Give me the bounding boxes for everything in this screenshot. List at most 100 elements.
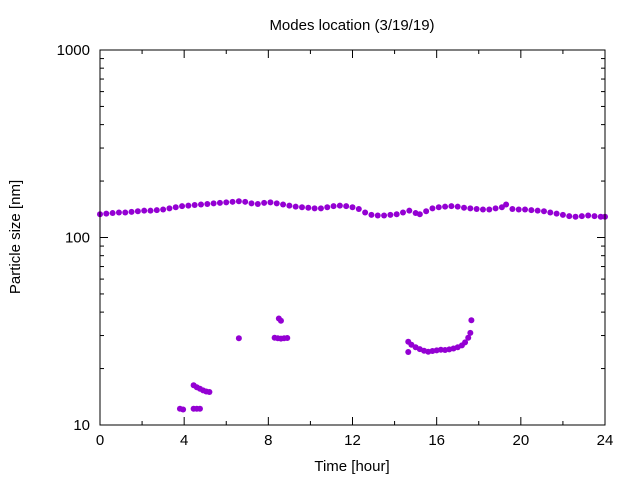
data-point (153, 207, 160, 214)
chart-title: Modes location (3/19/19) (269, 17, 434, 34)
data-point (273, 200, 280, 207)
data-point (400, 209, 406, 216)
data-point (229, 198, 236, 205)
data-point (343, 203, 350, 210)
data-point (248, 200, 255, 207)
data-point (204, 200, 211, 207)
data-point (317, 205, 324, 212)
data-point (141, 207, 148, 214)
data-point (284, 335, 291, 342)
data-point (462, 339, 469, 346)
x-tick-label: 8 (264, 432, 272, 449)
data-point (109, 210, 116, 217)
data-point (128, 208, 135, 215)
data-point (374, 212, 381, 219)
data-point (368, 211, 375, 218)
data-point (122, 209, 129, 216)
data-point (540, 208, 547, 215)
data-point (473, 205, 480, 212)
data-point (166, 205, 173, 212)
data-point (597, 213, 604, 220)
data-point (465, 334, 472, 341)
data-point (585, 212, 592, 219)
data-point (179, 203, 186, 210)
data-point (336, 202, 343, 209)
y-tick-label: 10 (73, 417, 90, 434)
data-point (242, 198, 249, 205)
data-point (566, 213, 573, 220)
data-point (330, 203, 337, 210)
data-point (467, 329, 474, 336)
data-point (486, 206, 493, 213)
data-point (467, 205, 474, 212)
data-point (515, 206, 522, 213)
x-tick-label: 24 (597, 432, 614, 449)
data-point (191, 202, 198, 209)
x-tick-label: 16 (428, 432, 445, 449)
data-point (280, 201, 287, 208)
data-point (311, 205, 318, 212)
data-point (324, 204, 331, 211)
data-point (267, 199, 274, 206)
data-point (235, 198, 242, 205)
data-point (261, 199, 268, 206)
data-point (134, 208, 141, 215)
data-point (210, 200, 217, 207)
data-point (461, 204, 468, 211)
data-point (416, 211, 423, 218)
data-point (435, 204, 442, 211)
y-tick-label: 1000 (57, 42, 90, 59)
data-point (277, 317, 284, 324)
data-point (299, 204, 305, 211)
x-tick-label: 0 (96, 432, 104, 449)
data-point (198, 201, 204, 208)
data-point (479, 206, 486, 213)
x-tick-label: 20 (512, 432, 529, 449)
data-point (591, 213, 598, 220)
y-axis: 10 100 1000 (57, 42, 605, 434)
x-axis-label: Time [hour] (314, 458, 389, 475)
data-point (572, 213, 579, 220)
data-point (387, 211, 394, 218)
data-point (172, 204, 179, 211)
data-point (305, 204, 312, 211)
data-point (405, 349, 412, 356)
y-axis-label: Particle size [nm] (7, 180, 24, 294)
data-point (559, 211, 566, 218)
data-point (393, 211, 400, 218)
data-point (235, 335, 242, 342)
data-point (147, 207, 154, 214)
data-point (103, 210, 110, 217)
data-point (406, 207, 413, 214)
data-point (448, 203, 455, 210)
data-point (553, 210, 560, 217)
y-tick-label: 100 (65, 230, 90, 247)
data-point (381, 212, 388, 219)
x-tick-label: 12 (344, 432, 361, 449)
data-point (547, 209, 554, 216)
data-point (349, 204, 356, 211)
data-point (509, 205, 516, 212)
data-point (286, 202, 293, 209)
data-point (362, 209, 369, 216)
data-point (254, 200, 261, 207)
data-point (503, 201, 510, 208)
data-point (223, 199, 230, 206)
data-point (206, 388, 213, 395)
data-point (196, 405, 203, 412)
data-point (216, 199, 223, 206)
x-tick-label: 4 (180, 432, 188, 449)
data-point (492, 205, 499, 212)
data-point (292, 203, 299, 210)
x-axis: 0 4 8 12 16 20 24 (96, 50, 614, 449)
data-point (468, 317, 475, 324)
data-point (160, 206, 167, 213)
data-point (115, 209, 122, 216)
data-point (442, 203, 449, 210)
data-point (522, 206, 529, 213)
data-point (454, 203, 461, 210)
data-point (534, 207, 541, 214)
data-point (578, 213, 585, 220)
